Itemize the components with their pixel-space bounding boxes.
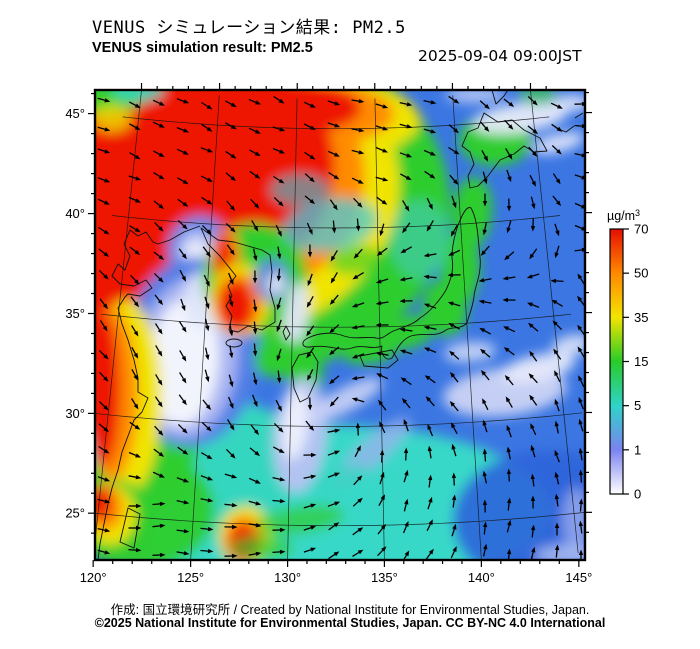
colorbar-tick-label: 0 <box>634 487 641 502</box>
lat-tick-label: 30° <box>65 406 85 421</box>
lon-tick-label: 135° <box>371 570 398 585</box>
wind-vectors <box>97 95 585 560</box>
lon-tick-label: 140° <box>468 570 495 585</box>
axis-labels: 25° 30° 35° 40° 45° 120° 125° 130° 135° 140° 145° <box>65 106 592 585</box>
lat-tick-label: 45° <box>65 106 85 121</box>
coastlines <box>97 90 584 560</box>
lon-tick-label: 130° <box>274 570 301 585</box>
license-line: ©2025 National Institute for Environment… <box>94 616 606 630</box>
lat-tick-label: 40° <box>65 206 85 221</box>
page-title-english: VENUS simulation result: PM2.5 <box>92 40 313 56</box>
colorbar-tick-label: 50 <box>634 266 648 281</box>
graticule <box>95 90 585 560</box>
axis-ticks <box>88 83 592 567</box>
lon-tick-label: 125° <box>177 570 204 585</box>
colorbar-tick-label: 70 <box>634 222 648 237</box>
page-title-japanese: VENUS シミュレーション結果: PM2.5 <box>92 18 406 38</box>
pm25-field <box>95 90 585 560</box>
forecast-timestamp: 2025-09-04 09:00JST <box>418 47 582 65</box>
lat-tick-label: 35° <box>65 306 85 321</box>
colorbar-tick-label: 35 <box>634 310 648 325</box>
lat-tick-label: 25° <box>65 506 85 521</box>
map-frame <box>93 88 587 562</box>
lon-tick-label: 145° <box>565 570 592 585</box>
map-canvas <box>95 90 585 560</box>
colorbar-tick-label: 5 <box>634 398 641 413</box>
colorbar-tick-label: 1 <box>634 442 641 457</box>
colorbar-tick-label: 15 <box>634 354 648 369</box>
credit-line: 作成: 国立環境研究所 / Created by National Instit… <box>110 603 590 617</box>
colorbar-gradient <box>609 228 624 495</box>
lon-tick-label: 120° <box>80 570 107 585</box>
colorbar-unit-label: µg/m3 <box>607 208 640 223</box>
